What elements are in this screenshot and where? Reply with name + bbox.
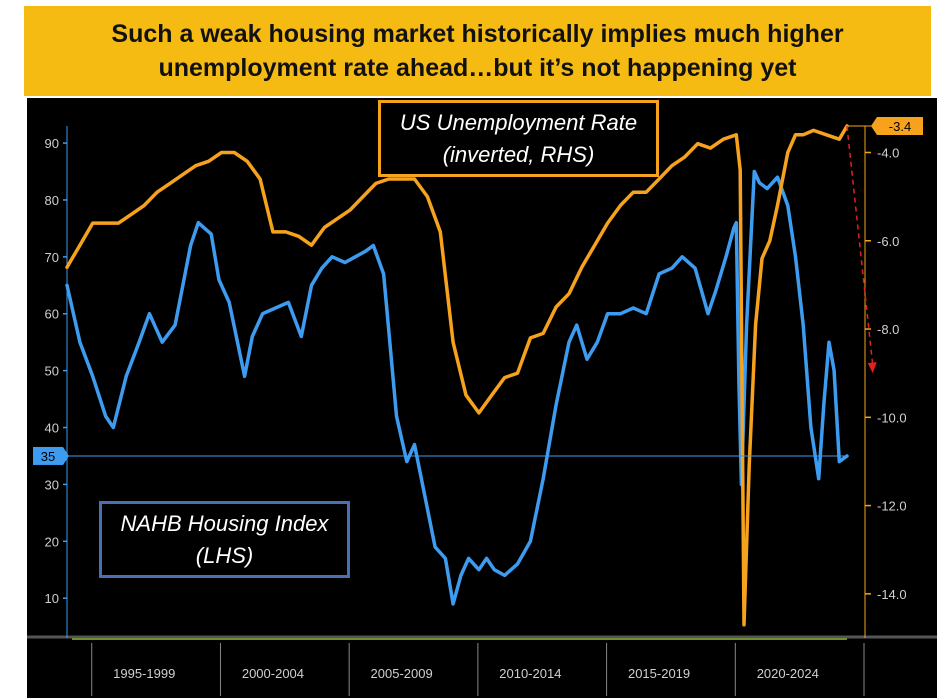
red-arrow-line xyxy=(846,125,874,366)
unemployment-last-value-label: -3.4 xyxy=(889,119,911,134)
nahb-last-value-badge-pointer xyxy=(63,446,69,465)
left-axis-tick-label: 20 xyxy=(45,534,59,549)
nahb-series-line xyxy=(65,169,849,606)
x-axis-tick-label: 1995-1999 xyxy=(113,666,175,681)
right-axis-tick-label: -4.0 xyxy=(877,145,899,160)
left-axis-tick-label: 10 xyxy=(45,591,59,606)
nahb-last-value-label: 35 xyxy=(41,449,55,464)
unemployment-label-line-2: (inverted, RHS) xyxy=(442,141,595,167)
left-axis-tick-label: 60 xyxy=(45,307,59,322)
x-axis-tick-label: 2015-2019 xyxy=(628,666,690,681)
unemployment-label-box: US Unemployment Rate (inverted, RHS) xyxy=(378,100,659,177)
chart-svg: 10 20 30 40 50 60 70 80 90 -4.0 -6.0 -8.0 -10.0 -12.0… xyxy=(27,117,937,696)
unemployment-series-line xyxy=(65,124,849,627)
x-axis-tick-label: 2005-2009 xyxy=(371,666,433,681)
x-axis-tick-label: 2000-2004 xyxy=(242,666,304,681)
unemployment-label-line-1: US Unemployment Rate xyxy=(399,109,638,135)
right-axis-tick-label: -12.0 xyxy=(877,499,907,514)
x-axis-tick-label: 2020-2024 xyxy=(757,666,819,681)
unemployment-last-value-badge-pointer xyxy=(871,117,877,135)
nahb-label-box: NAHB Housing Index (LHS) xyxy=(99,501,350,578)
nahb-label-line-2: (LHS) xyxy=(195,542,254,568)
right-axis-tick-label: -10.0 xyxy=(877,410,907,425)
title-banner: Such a weak housing market historically … xyxy=(24,6,931,96)
nahb-label-line-1: NAHB Housing Index xyxy=(120,510,329,536)
right-axis-tick-label: -14.0 xyxy=(877,587,907,602)
left-axis-tick-label: 40 xyxy=(45,421,59,436)
left-axis-tick-label: 30 xyxy=(45,477,59,492)
title-line-2: unemployment rate ahead…but it’s not hap… xyxy=(158,54,797,82)
title-line-1: Such a weak housing market historically … xyxy=(111,20,844,48)
left-axis-tick-label: 70 xyxy=(45,250,59,265)
chart-area: 10 20 30 40 50 60 70 80 90 -4.0 -6.0 -8.0 -10.0 -12.0… xyxy=(27,98,937,698)
unemployment-last-value-badge xyxy=(877,117,923,135)
red-arrow-head xyxy=(867,362,877,374)
left-axis-tick-label: 50 xyxy=(45,364,59,379)
left-axis-tick-label: 80 xyxy=(45,193,59,208)
right-axis-tick-label: -6.0 xyxy=(877,234,899,249)
x-axis-tick-label: 2010-2014 xyxy=(499,666,561,681)
right-axis-tick-label: -8.0 xyxy=(877,322,899,337)
nahb-last-value-badge xyxy=(33,446,63,465)
left-axis-tick-label: 90 xyxy=(45,136,59,151)
